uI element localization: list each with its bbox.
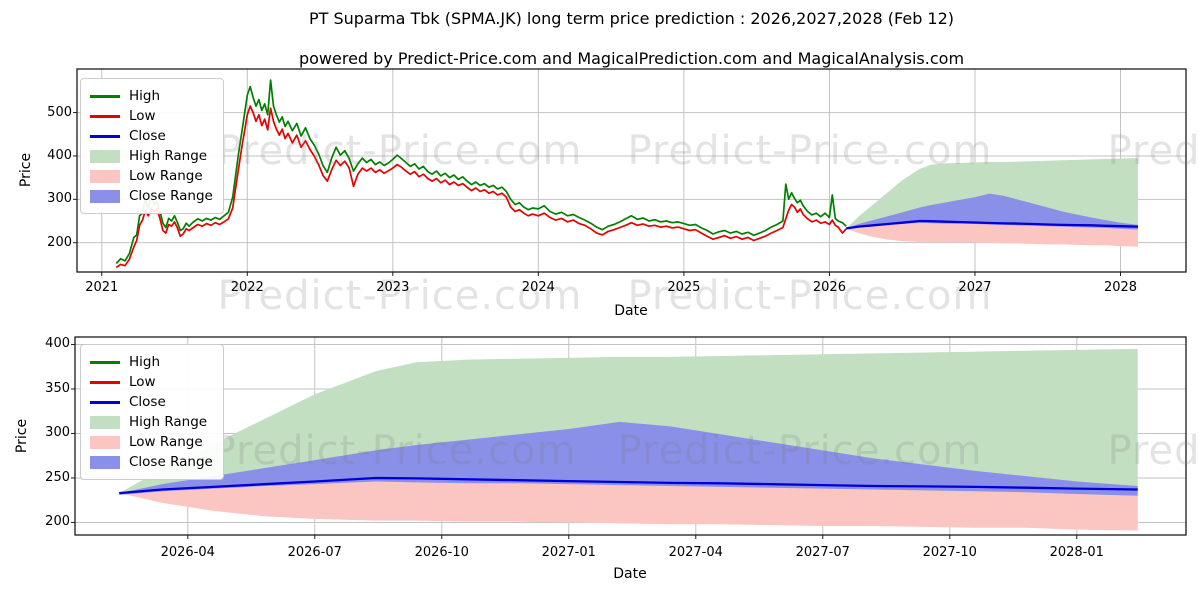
x-tick-label: 2027-01 — [541, 545, 596, 560]
y-tick-label: 400 — [47, 147, 72, 163]
legend-swatch-close-range — [90, 455, 120, 469]
x-tick-label: 2027 — [958, 280, 992, 295]
legend-item-close-range: Close Range — [90, 186, 213, 206]
legend-item-low-range: Low Range — [90, 166, 213, 186]
legend-swatch-high-range — [90, 149, 120, 163]
x-axis-label-bottom-chart: Date — [613, 566, 647, 582]
legend-bottom-chart: High Low Close High Range Low Range Close Ran… — [80, 344, 224, 480]
y-tick-label: 300 — [45, 425, 70, 441]
legend-swatch-close — [90, 400, 120, 404]
x-tick-label: 2024 — [521, 280, 555, 295]
legend-label-low-range: Low Range — [129, 168, 203, 184]
legend-item-close: Close — [90, 392, 213, 412]
x-tick-label: 2028 — [1103, 280, 1138, 295]
forecast-close-line — [846, 219, 1139, 230]
legend-swatch-low-range — [90, 435, 120, 449]
legend-label-close-range: Close Range — [129, 188, 213, 204]
chart-0 — [73, 68, 1187, 276]
legend-swatch-low-range — [90, 169, 120, 183]
x-tick-label: 2026-10 — [414, 545, 469, 560]
legend-swatch-close-range — [90, 189, 120, 203]
low-range-band — [119, 477, 1138, 531]
legend-item-low: Low — [90, 372, 213, 392]
y-tick-label: 250 — [45, 469, 70, 485]
x-tick-label: 2026 — [812, 280, 846, 295]
chart-1 — [71, 336, 1187, 539]
legend-swatch-high-range — [90, 415, 120, 429]
legend-item-high: High — [90, 352, 213, 372]
legend-item-close: Close — [90, 126, 213, 146]
forecast-close-line — [119, 476, 1138, 495]
figure-title: PT Suparma Tbk (SPMA.JK) long term price… — [308, 9, 955, 28]
legend-item-high-range: High Range — [90, 412, 213, 432]
x-tick-label: 2023 — [376, 280, 410, 295]
legend-item-high-range: High Range — [90, 146, 213, 166]
x-axis-label-top-chart: Date — [614, 303, 648, 319]
legend-label-high: High — [129, 354, 161, 370]
legend-label-low: Low — [129, 374, 156, 390]
legend-label-high-range: High Range — [129, 414, 208, 430]
legend-swatch-close — [90, 134, 120, 138]
legend-item-close-range: Close Range — [90, 452, 213, 472]
legend-swatch-high — [90, 94, 120, 98]
legend-label-close: Close — [129, 128, 166, 144]
legend-item-high: High — [90, 86, 213, 106]
y-tick-label: 300 — [47, 191, 72, 207]
x-tick-label: 2028-01 — [1049, 545, 1104, 560]
legend-label-low: Low — [129, 108, 156, 124]
x-tick-label: 2027-04 — [668, 545, 723, 560]
plot-frame — [76, 68, 1187, 273]
legend-item-low-range: Low Range — [90, 432, 213, 452]
low-range-band — [846, 221, 1138, 247]
x-tick-label: 2026-07 — [287, 545, 342, 560]
legend-item-low: Low — [90, 106, 213, 126]
x-tick-label: 2021 — [85, 280, 119, 295]
legend-label-high: High — [129, 88, 161, 104]
x-tick-label: 2026-04 — [160, 545, 215, 560]
plot-frame — [74, 336, 1187, 536]
legend-swatch-low — [90, 114, 120, 118]
x-tick-label: 2027-07 — [795, 545, 850, 560]
y-tick-label: 200 — [47, 234, 72, 250]
figure-subtitle: powered by Predict-Price.com and Magical… — [298, 49, 965, 68]
y-tick-label: 350 — [45, 380, 70, 396]
y-tick-label: 500 — [47, 104, 72, 120]
y-tick-label: 200 — [45, 514, 70, 530]
x-tick-label: 2027-10 — [922, 545, 977, 560]
legend-label-low-range: Low Range — [129, 434, 203, 450]
x-tick-label: 2022 — [230, 280, 264, 295]
legend-swatch-high — [90, 360, 120, 364]
legend-label-close: Close — [129, 394, 166, 410]
x-tick-label: 2025 — [667, 280, 701, 295]
legend-label-high-range: High Range — [129, 148, 208, 164]
legend-swatch-low — [90, 380, 120, 384]
legend-label-close-range: Close Range — [129, 454, 213, 470]
history-high-line — [115, 79, 847, 265]
y-tick-label: 400 — [45, 336, 70, 352]
legend-top-chart: High Low Close High Range Low Range Close Ran… — [80, 78, 224, 214]
history-low-line — [115, 105, 847, 269]
